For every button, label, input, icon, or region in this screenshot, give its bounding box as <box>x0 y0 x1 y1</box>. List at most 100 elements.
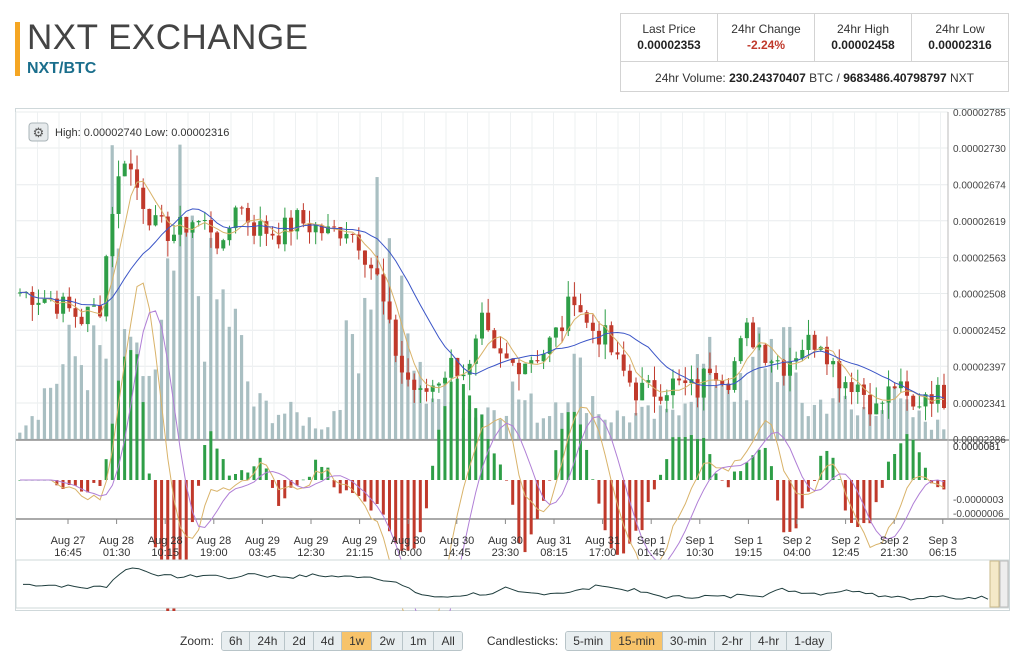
volume-bar <box>812 404 817 439</box>
candles-15min-button[interactable]: 15-min <box>611 632 663 650</box>
price-chart[interactable]: 0.0000061 0.0000031 -0.0000003 -0.0000006 0… <box>15 108 1010 658</box>
macd-histogram-bar <box>80 480 83 492</box>
volume-bar <box>615 410 619 439</box>
volume-bar <box>79 365 83 439</box>
volume-bar <box>338 409 342 439</box>
volume-bar <box>326 427 330 439</box>
zoom-2d-button[interactable]: 2d <box>285 632 314 650</box>
candle-body <box>73 308 78 317</box>
volume-bar <box>517 399 521 439</box>
zoom-24h-button[interactable]: 24h <box>250 632 286 650</box>
volume-bar <box>104 358 108 439</box>
macd-histogram-bar <box>843 480 847 511</box>
candle-body <box>911 395 916 407</box>
price-tick-label: 0.00002397 <box>953 362 1006 373</box>
zoom-1m-button[interactable]: 1m <box>402 632 435 650</box>
time-tick-date: Aug 28 <box>148 535 183 547</box>
volume-bar <box>911 417 915 439</box>
macd-signal-line <box>20 310 945 646</box>
macd-histogram-bar <box>905 434 909 480</box>
macd-histogram-bar <box>443 406 447 480</box>
volume-bar <box>628 422 632 439</box>
stat-value: 0.00002353 <box>637 38 701 52</box>
volume-bar <box>42 388 47 439</box>
macd-histogram-bar <box>437 429 441 480</box>
volume-bar <box>486 407 490 439</box>
candles-30min-button[interactable]: 30-min <box>662 632 715 650</box>
macd-histogram-bar <box>677 437 681 480</box>
moving-averages <box>19 180 945 402</box>
zoom-6h-button[interactable]: 6h <box>222 632 251 650</box>
macd-histogram-bar <box>911 439 915 480</box>
candle-body <box>929 394 934 404</box>
volume-bar <box>504 415 509 439</box>
zoom-all-button[interactable]: All <box>434 632 462 650</box>
time-tick-date: Aug 31 <box>537 535 572 547</box>
macd-histogram-bar <box>406 480 410 551</box>
volume-bar <box>369 309 373 439</box>
price-tick-label: 0.00002286 <box>953 435 1006 446</box>
macd-histogram-bar <box>55 480 59 486</box>
macd-histogram-bar <box>665 459 669 480</box>
candle-body <box>584 312 589 323</box>
candles-1day-button[interactable]: 1-day <box>787 632 832 650</box>
candle-body <box>523 363 528 375</box>
candle-body <box>812 334 817 350</box>
volume-bar <box>332 411 336 439</box>
macd-histogram-bar <box>535 480 539 520</box>
candlesticks <box>18 149 946 426</box>
macd-histogram-bar <box>615 480 619 555</box>
candles-2hr-button[interactable]: 2-hr <box>714 632 751 650</box>
macd-histogram-bar <box>505 480 509 481</box>
volume-bar <box>73 356 77 439</box>
time-tick-time: 01:30 <box>103 547 131 559</box>
chart-settings-button[interactable]: ⚙ <box>28 122 49 142</box>
zoom-4d-button[interactable]: 4d <box>313 632 343 650</box>
candle-body <box>67 296 72 309</box>
volume-bar <box>221 289 225 439</box>
macd-histogram-bar <box>511 480 515 505</box>
volume-bar <box>769 338 773 439</box>
macd-histogram-bar <box>628 480 632 544</box>
candles-5min-button[interactable]: 5-min <box>566 632 612 650</box>
volume-bar <box>880 410 884 439</box>
macd-histogram-bar <box>277 480 281 506</box>
macd-histogram-bar <box>609 480 613 549</box>
zoom-1w-button[interactable]: 1w <box>342 632 373 650</box>
volume-bar <box>757 327 761 439</box>
macd-histogram-bar <box>498 464 502 480</box>
price-tick-label: 0.00002341 <box>953 399 1006 410</box>
volume-bar <box>18 432 22 439</box>
volume-bar <box>375 177 379 439</box>
volume-bar <box>794 372 798 439</box>
ma-fast-line <box>19 180 945 402</box>
navigator[interactable] <box>15 559 1010 609</box>
macd-histogram-bar <box>720 480 724 481</box>
macd-histogram-bar <box>86 480 90 493</box>
candle-body <box>295 210 300 232</box>
volume-bar <box>874 415 878 439</box>
candle-body <box>399 355 404 373</box>
candle-body <box>917 406 922 408</box>
candles-4hr-button[interactable]: 4-hr <box>750 632 788 650</box>
candle-body <box>566 296 571 332</box>
candle-body <box>91 305 96 307</box>
zoom-2w-button[interactable]: 2w <box>372 632 403 650</box>
candle-body <box>781 360 786 376</box>
stat-24hr-low: 24hr Low 0.00002316 <box>912 14 1008 61</box>
volume-bar <box>535 422 539 439</box>
volume-bar <box>320 429 324 439</box>
candle-body <box>98 305 103 317</box>
volume-bar <box>751 356 755 439</box>
candle-body <box>276 235 281 245</box>
macd-histogram-bar <box>474 408 478 480</box>
macd-histogram-bar <box>646 480 650 503</box>
volume-bar <box>584 413 589 439</box>
candle-body <box>418 388 423 390</box>
macd-histogram-bar <box>270 480 274 488</box>
candle-body <box>886 386 891 403</box>
stat-last-price: Last Price 0.00002353 <box>621 14 718 61</box>
volume-bar <box>110 145 114 439</box>
volume-bar <box>295 412 299 439</box>
